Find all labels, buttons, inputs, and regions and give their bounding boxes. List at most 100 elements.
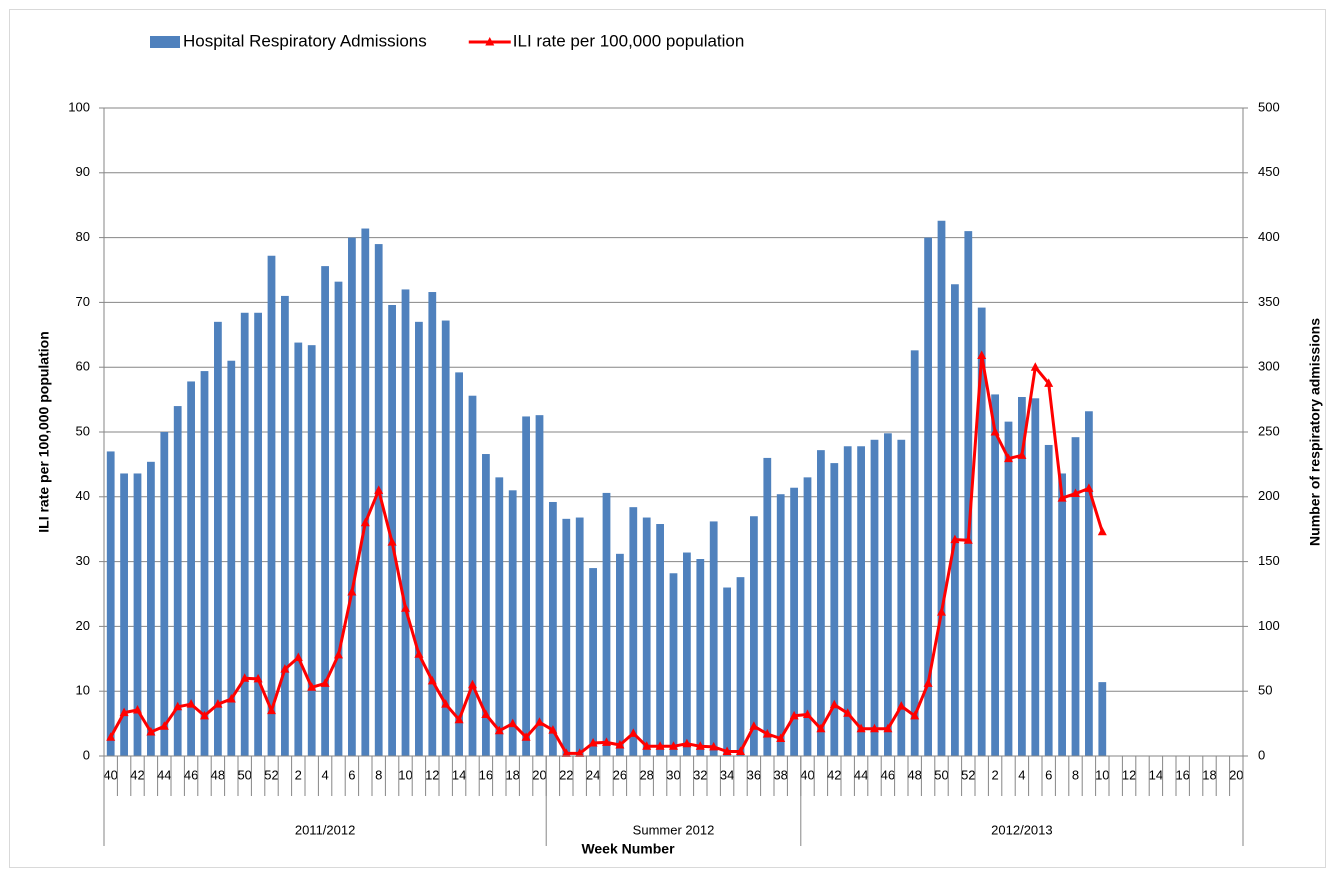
bar bbox=[120, 473, 128, 756]
marker bbox=[682, 738, 692, 748]
bar bbox=[575, 517, 584, 756]
x-tick-label: 40 bbox=[800, 767, 814, 782]
bar bbox=[147, 461, 155, 756]
bar bbox=[334, 281, 343, 756]
bar bbox=[1031, 398, 1040, 756]
marker bbox=[1017, 450, 1027, 459]
x-tick-label: 48 bbox=[907, 767, 921, 782]
x-tick-label: 6 bbox=[1045, 767, 1052, 782]
x-tick-label: 36 bbox=[747, 767, 761, 782]
marker bbox=[963, 535, 973, 544]
bar bbox=[937, 220, 946, 756]
group-label: 2012/2013 bbox=[991, 822, 1052, 837]
x-tick-label: 38 bbox=[773, 767, 787, 782]
bar bbox=[629, 507, 638, 756]
bar bbox=[374, 244, 383, 756]
marker bbox=[133, 704, 142, 714]
marker bbox=[736, 746, 745, 755]
bar bbox=[977, 307, 986, 756]
x-tick-label: 42 bbox=[130, 767, 144, 782]
bar bbox=[723, 587, 731, 756]
marker bbox=[347, 587, 357, 596]
marker bbox=[1097, 526, 1107, 536]
marker bbox=[213, 699, 223, 708]
bar bbox=[709, 521, 718, 756]
marker bbox=[628, 728, 638, 737]
bar bbox=[254, 312, 262, 756]
marker bbox=[280, 664, 290, 673]
marker bbox=[1004, 453, 1013, 463]
marker bbox=[803, 709, 812, 719]
bar bbox=[683, 552, 691, 756]
bar bbox=[187, 381, 195, 756]
x-tick-label: 52 bbox=[961, 767, 975, 782]
x-tick-label: 34 bbox=[720, 767, 734, 782]
x-tick-label: 16 bbox=[1175, 767, 1189, 782]
bar bbox=[656, 524, 664, 756]
marker bbox=[695, 741, 705, 750]
marker bbox=[937, 607, 946, 616]
bar bbox=[441, 320, 450, 756]
marker bbox=[374, 485, 384, 494]
bar bbox=[991, 394, 999, 756]
legend-swatch bbox=[150, 36, 180, 48]
bar bbox=[482, 454, 490, 756]
bar bbox=[1071, 437, 1080, 756]
legend-label: ILI rate per 100,000 population bbox=[513, 31, 745, 50]
x-tick-label: 6 bbox=[348, 767, 355, 782]
x-tick-label: 50 bbox=[934, 767, 948, 782]
marker bbox=[602, 737, 611, 746]
bar bbox=[495, 477, 504, 756]
bar bbox=[602, 492, 611, 756]
x-tick-label: 26 bbox=[613, 767, 627, 782]
bar bbox=[763, 457, 772, 756]
y2-tick-label: 450 bbox=[1258, 164, 1280, 179]
marker bbox=[588, 738, 598, 747]
x-tick-label: 4 bbox=[1018, 767, 1025, 782]
marker bbox=[642, 741, 652, 750]
bar bbox=[817, 450, 825, 756]
bar bbox=[910, 350, 919, 756]
marker bbox=[722, 746, 732, 755]
x-tick-label: 16 bbox=[479, 767, 493, 782]
bar bbox=[428, 292, 437, 756]
group-label: 2011/2012 bbox=[295, 822, 356, 837]
marker bbox=[575, 748, 585, 757]
bar bbox=[240, 312, 249, 756]
bar bbox=[415, 321, 423, 756]
y-tick-label: 60 bbox=[76, 359, 90, 374]
bar bbox=[830, 463, 839, 756]
marker bbox=[789, 710, 799, 720]
marker bbox=[856, 723, 866, 733]
bar bbox=[321, 266, 329, 756]
bar bbox=[642, 517, 651, 756]
y-tick-label: 40 bbox=[76, 488, 90, 503]
bar bbox=[535, 415, 544, 756]
bar bbox=[267, 255, 276, 756]
y-axis-title: ILI rate per 100,000 population bbox=[36, 331, 52, 533]
bar bbox=[401, 289, 410, 756]
y-tick-label: 70 bbox=[76, 294, 90, 309]
marker bbox=[1044, 378, 1054, 387]
bar bbox=[468, 395, 477, 756]
x-tick-label: 22 bbox=[559, 767, 573, 782]
marker bbox=[870, 723, 879, 733]
x-tick-label: 12 bbox=[425, 767, 439, 782]
bar bbox=[964, 231, 973, 756]
marker bbox=[1084, 483, 1094, 492]
bar bbox=[133, 473, 142, 756]
x-tick-label: 8 bbox=[375, 767, 382, 782]
y-tick-label: 50 bbox=[76, 423, 90, 438]
x-tick-label: 42 bbox=[827, 767, 841, 782]
marker bbox=[146, 727, 156, 736]
marker bbox=[669, 741, 678, 750]
marker bbox=[977, 350, 987, 360]
bar bbox=[1058, 473, 1066, 756]
marker bbox=[468, 679, 477, 689]
bar bbox=[884, 433, 892, 756]
marker bbox=[883, 723, 893, 733]
bar bbox=[776, 494, 785, 756]
marker bbox=[816, 723, 826, 733]
marker bbox=[240, 673, 250, 682]
